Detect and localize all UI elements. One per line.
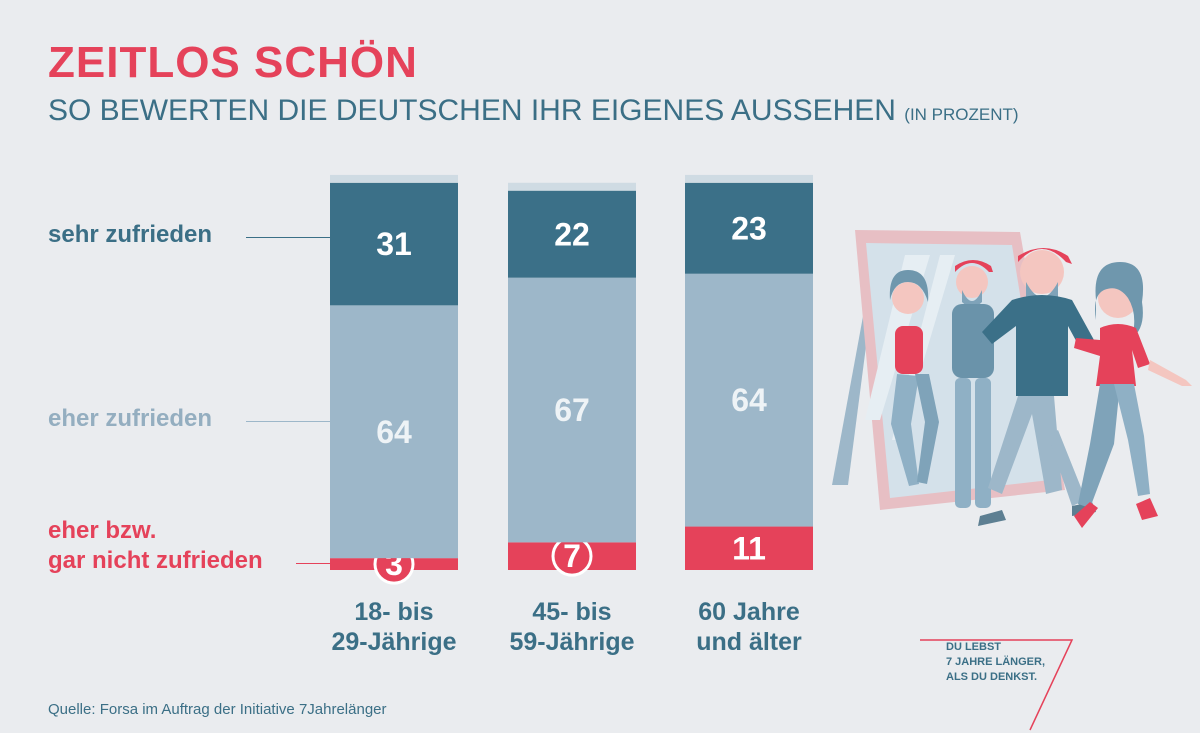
legend-label-nicht-line2: gar nicht zufrieden xyxy=(48,547,263,574)
brand-line-3: ALS DU DENKST. xyxy=(946,671,1038,683)
chart-title: ZEITLOS SCHÖN xyxy=(48,38,418,87)
value-label-sehr: 31 xyxy=(376,226,412,262)
category-label: 29-Jährige xyxy=(331,628,456,656)
legend-label-nicht-line1: eher bzw. xyxy=(48,517,157,544)
bar-segment-eher xyxy=(685,273,813,527)
category-label: 45- bis xyxy=(532,598,611,626)
value-label-sehr: 22 xyxy=(554,216,590,252)
legend-line-nicht xyxy=(296,563,330,564)
bar-segment-sehr xyxy=(685,182,813,274)
value-label-eher: 64 xyxy=(376,414,412,450)
category-label: und älter xyxy=(696,628,802,656)
value-label-nicht: 11 xyxy=(732,530,766,566)
bar-segment-sehr xyxy=(508,190,636,278)
reflection-people-icon xyxy=(889,260,994,508)
category-label: 59-Jährige xyxy=(509,628,634,656)
legend-label-eher: eher zufrieden xyxy=(48,405,213,432)
brand-line-1: DU LEBST xyxy=(946,641,1001,653)
woman-figure-icon xyxy=(1074,262,1192,528)
value-label-eher: 64 xyxy=(731,382,767,418)
value-label-eher: 67 xyxy=(554,392,590,428)
legend-label-sehr: sehr zufrieden xyxy=(48,221,213,248)
brand-line-2: 7 JAHRE LÄNGER, xyxy=(946,656,1046,668)
source-note: Quelle: Forsa im Auftrag der Initiative … xyxy=(48,701,387,718)
value-label-sehr: 23 xyxy=(731,210,767,246)
subtitle-text: SO BEWERTEN DIE DEUTSCHEN IHR EIGENES AU… xyxy=(48,94,896,127)
bar-segment-nicht xyxy=(685,526,813,570)
category-label: 18- bis xyxy=(354,598,433,626)
subtitle-unit: (IN PROZENT) xyxy=(904,105,1019,124)
legend-line-sehr xyxy=(246,237,330,238)
bar-segment-eher xyxy=(508,277,636,543)
bar-cap xyxy=(685,174,813,183)
value-label-nicht: 7 xyxy=(563,538,581,574)
bar-cap xyxy=(330,174,458,183)
bar-segment-eher xyxy=(330,305,458,559)
bar-cap xyxy=(508,182,636,191)
brand-logo: DU LEBST 7 JAHRE LÄNGER, ALS DU DENKST. xyxy=(946,640,1045,685)
legend-label-nicht: eher bzw. gar nicht zufrieden xyxy=(48,516,263,576)
bar-segment-sehr xyxy=(330,182,458,306)
chart-subtitle: SO BEWERTEN DIE DEUTSCHEN IHR EIGENES AU… xyxy=(48,94,1019,128)
category-label: 60 Jahre xyxy=(698,598,800,626)
legend-line-eher xyxy=(246,421,330,422)
